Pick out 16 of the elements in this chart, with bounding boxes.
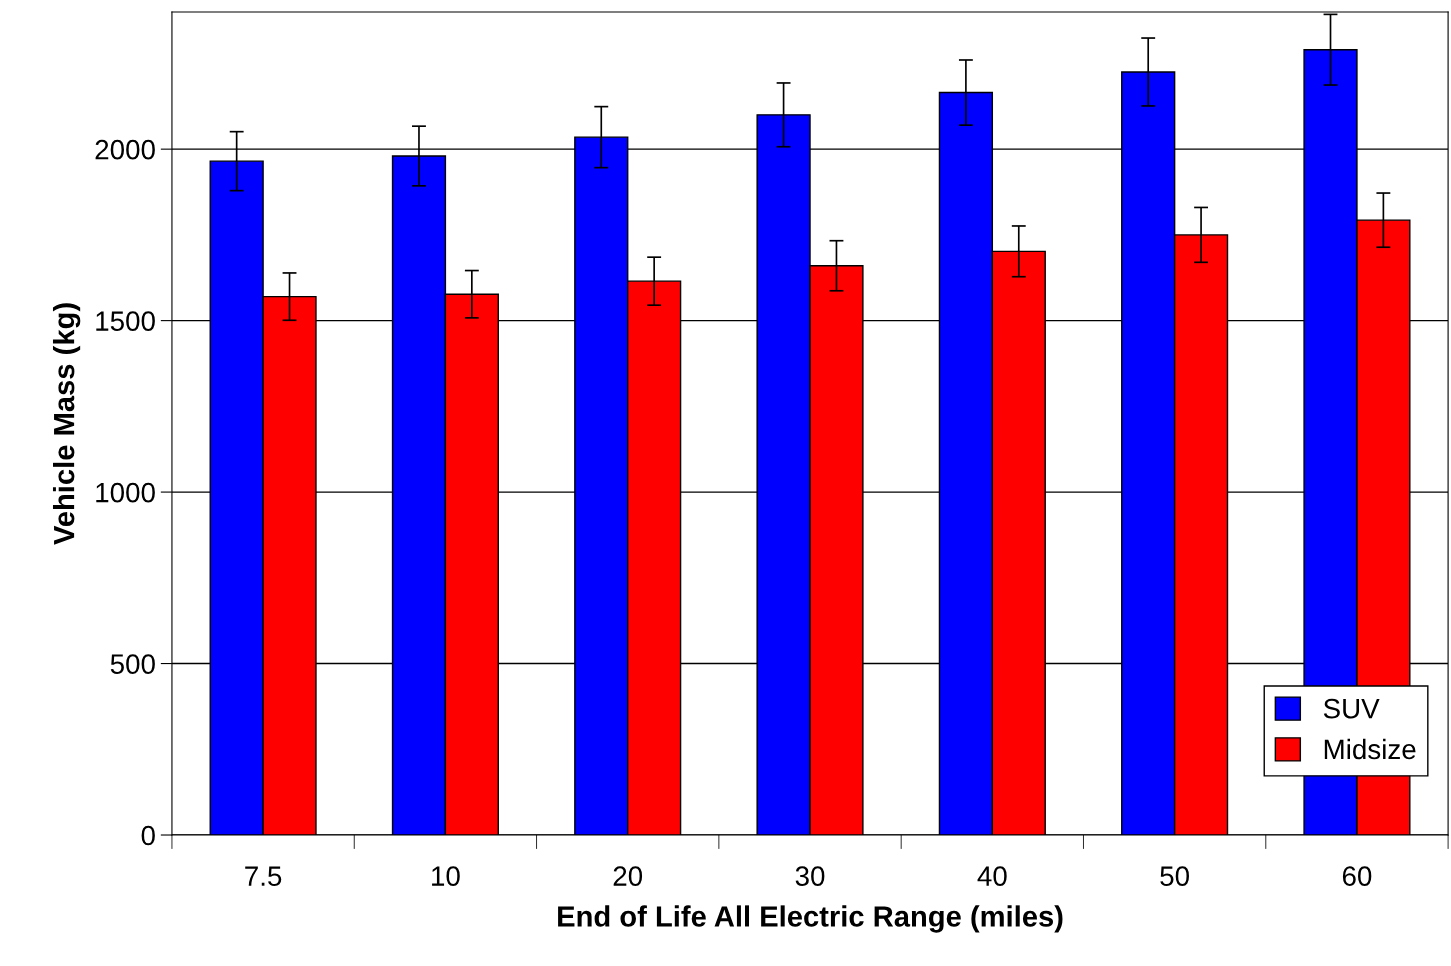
y-tick-label: 2000	[95, 139, 155, 160]
legend-label: Midsize	[1324, 738, 1416, 760]
y-tick-label: 500	[110, 654, 155, 674]
x-axis-title: End of Life All Electric Range (miles)	[558, 905, 1063, 933]
x-tick-label: 40	[977, 866, 1007, 886]
y-tick-label: 1000	[96, 482, 155, 503]
x-tick-label: 30	[795, 866, 825, 886]
x-tick-label: 7.5	[245, 866, 282, 886]
y-tick-label: 0	[141, 825, 155, 846]
x-tick-label: 50	[1160, 866, 1189, 886]
x-tick-label: 20	[613, 866, 643, 886]
x-tick-label: 10	[432, 866, 460, 886]
legend-label: SUV	[1323, 698, 1380, 719]
y-axis-title: Vehicle Mass (kg)	[52, 303, 81, 545]
x-tick-label: 60	[1342, 866, 1372, 886]
y-tick-label: 1500	[96, 311, 155, 331]
